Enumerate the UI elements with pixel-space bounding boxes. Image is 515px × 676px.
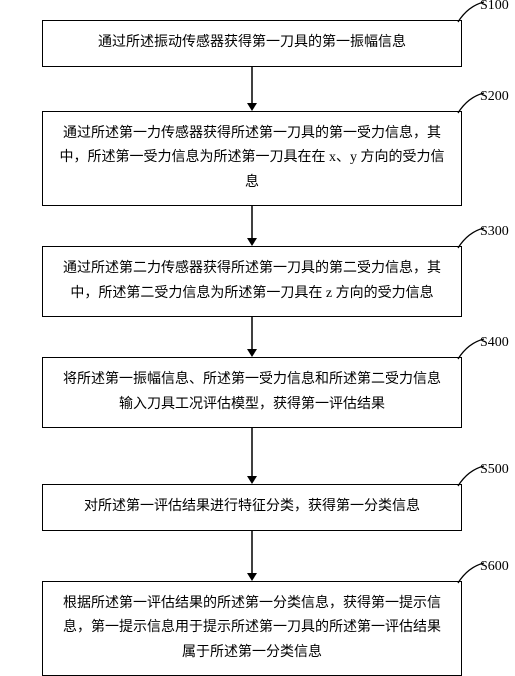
arrow-down	[242, 317, 262, 357]
step-label: S100	[480, 0, 509, 14]
step-label: S600	[480, 559, 509, 575]
flow-step-box: 对所述第一评估结果进行特征分类，获得第一分类信息	[42, 484, 462, 531]
step-text: 对所述第一评估结果进行特征分类，获得第一分类信息	[84, 499, 420, 514]
step-label: S300	[480, 224, 509, 240]
step-text: 将所述第一振幅信息、所述第一受力信息和所述第二受力信息输入刀具工况评估模型，获得…	[63, 372, 441, 412]
step-text: 根据所述第一评估结果的所述第一分类信息，获得第一提示信息，第一提示信息用于提示所…	[63, 596, 441, 660]
step-label: S400	[480, 335, 509, 351]
step-label: S500	[480, 462, 509, 478]
flow-step-box: 通过所述第二力传感器获得所述第一刀具的第二受力信息，其中，所述第二受力信息为所述…	[42, 246, 462, 317]
flow-step-box: 通过所述振动传感器获得第一刀具的第一振幅信息	[42, 20, 462, 67]
arrow-down	[242, 206, 262, 246]
flow-step-box: 将所述第一振幅信息、所述第一受力信息和所述第二受力信息输入刀具工况评估模型，获得…	[42, 357, 462, 428]
arrow-down	[242, 67, 262, 111]
arrow-down	[242, 428, 262, 484]
arrow-down	[242, 531, 262, 581]
step-label: S200	[480, 89, 509, 105]
step-text: 通过所述第二力传感器获得所述第一刀具的第二受力信息，其中，所述第二受力信息为所述…	[63, 261, 441, 301]
step-text: 通过所述第一力传感器获得所述第一刀具的第一受力信息，其中，所述第一受力信息为所述…	[60, 126, 445, 190]
flow-step-box: 通过所述第一力传感器获得所述第一刀具的第一受力信息，其中，所述第一受力信息为所述…	[42, 111, 462, 207]
step-text: 通过所述振动传感器获得第一刀具的第一振幅信息	[98, 35, 406, 50]
